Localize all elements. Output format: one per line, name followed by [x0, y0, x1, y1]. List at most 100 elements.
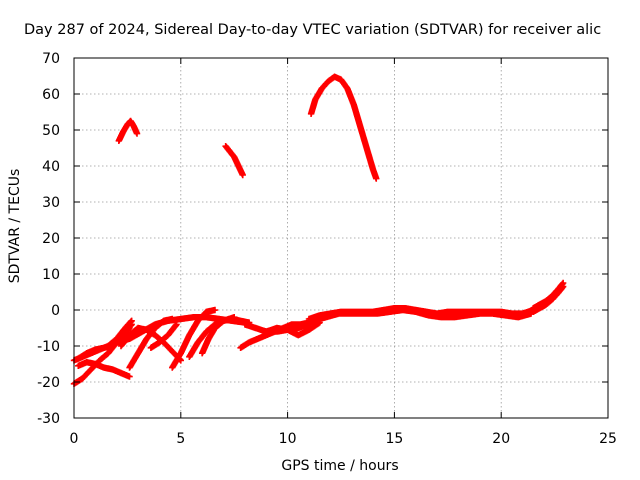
y-tick-label: 30: [42, 195, 60, 211]
data-point: [89, 368, 93, 371]
data-point: [320, 87, 323, 90]
x-tick-label: 25: [599, 431, 617, 447]
data-point: [94, 362, 97, 366]
data-point: [239, 346, 242, 349]
data-point: [158, 341, 161, 344]
data-point: [247, 341, 251, 344]
series-arc-n: [198, 314, 238, 357]
data-point: [119, 371, 123, 375]
x-tick-label: 10: [279, 431, 297, 447]
data-point: [77, 357, 80, 360]
data-point: [307, 328, 311, 331]
series-arc-a: [115, 117, 141, 144]
data-point: [196, 319, 200, 322]
data-point: [119, 344, 123, 348]
data-point: [440, 316, 443, 319]
data-point: [126, 123, 129, 126]
y-tick-label: 0: [51, 303, 60, 319]
data-point: [129, 119, 132, 123]
grid-lines: [74, 58, 608, 418]
data-point: [171, 366, 174, 369]
data-point: [544, 303, 548, 306]
data-series-layer: [70, 73, 567, 387]
data-point: [205, 310, 208, 313]
data-point: [275, 326, 279, 330]
data-point: [375, 177, 378, 180]
y-tick-label: 50: [42, 123, 60, 139]
data-point: [102, 346, 106, 349]
data-point: [529, 312, 533, 315]
data-point: [222, 319, 225, 322]
axis-ticks: 0 5 10 15 20 25 -30 -20 -10 0 10 20 30 40 50 60 70: [37, 51, 617, 447]
data-point: [121, 130, 125, 133]
data-point: [136, 326, 140, 330]
data-point: [166, 334, 170, 337]
data-point: [465, 314, 469, 317]
y-tick-label: 20: [42, 231, 60, 247]
y-tick-label: 60: [42, 87, 60, 103]
data-point: [207, 337, 210, 340]
data-point: [243, 323, 247, 326]
data-point: [179, 352, 182, 355]
data-point: [135, 132, 139, 135]
data-point: [153, 323, 157, 326]
data-point: [352, 103, 356, 107]
data-point: [128, 375, 131, 378]
x-axis-label: GPS time / hours: [281, 458, 398, 474]
data-point: [314, 98, 317, 101]
data-point: [388, 310, 392, 313]
data-point: [339, 78, 343, 81]
data-point: [312, 319, 315, 322]
data-point: [153, 334, 157, 337]
data-point: [106, 352, 110, 355]
data-point: [145, 337, 148, 340]
x-tick-label: 15: [385, 431, 403, 447]
data-point: [337, 312, 341, 315]
data-point: [81, 377, 84, 380]
data-point: [171, 350, 174, 353]
data-point: [98, 359, 101, 362]
data-point: [333, 75, 336, 78]
data-point: [233, 316, 236, 319]
data-point: [102, 366, 106, 369]
data-point: [175, 323, 178, 326]
data-point: [241, 173, 244, 177]
data-point: [77, 364, 80, 367]
data-point: [446, 310, 449, 313]
data-point: [557, 290, 561, 294]
data-point: [136, 352, 140, 355]
data-point: [453, 316, 456, 319]
series-arc-k: [147, 321, 180, 351]
data-point: [228, 150, 232, 153]
data-point: [237, 164, 240, 168]
y-tick-label: 10: [42, 267, 60, 283]
data-point: [265, 330, 268, 333]
data-point: [85, 361, 89, 364]
data-point: [254, 326, 257, 330]
data-point: [117, 139, 121, 142]
data-point: [115, 341, 118, 344]
data-point: [128, 366, 131, 369]
data-point: [326, 80, 330, 83]
y-tick-label: -30: [37, 411, 60, 427]
data-point: [239, 319, 242, 322]
data-point: [427, 314, 430, 317]
series-arc-c: [307, 73, 380, 182]
data-point: [149, 346, 153, 349]
data-point: [213, 308, 217, 312]
data-point: [205, 316, 208, 319]
data-point: [256, 337, 259, 340]
data-point: [128, 326, 131, 330]
y-tick-label: -20: [37, 375, 60, 391]
series-arc-s: [310, 306, 535, 324]
data-point: [517, 316, 520, 319]
data-point: [359, 125, 362, 128]
data-point: [132, 125, 136, 128]
x-tick-label: 20: [492, 431, 510, 447]
series-arc-q: [263, 319, 323, 339]
data-point: [561, 285, 565, 288]
data-point: [309, 112, 313, 116]
data-point: [188, 334, 191, 337]
x-tick-label: 5: [176, 431, 185, 447]
